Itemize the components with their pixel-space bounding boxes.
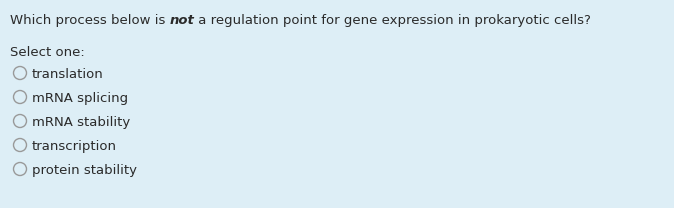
Text: transcription: transcription bbox=[32, 140, 117, 153]
Text: protein stability: protein stability bbox=[32, 164, 137, 177]
Text: a regulation point for gene expression in prokaryotic cells?: a regulation point for gene expression i… bbox=[195, 14, 591, 27]
Text: translation: translation bbox=[32, 68, 104, 81]
Text: mRNA stability: mRNA stability bbox=[32, 116, 130, 129]
Text: not: not bbox=[170, 14, 195, 27]
Text: mRNA splicing: mRNA splicing bbox=[32, 92, 128, 105]
Text: Select one:: Select one: bbox=[10, 46, 85, 59]
Text: Which process below is: Which process below is bbox=[10, 14, 170, 27]
